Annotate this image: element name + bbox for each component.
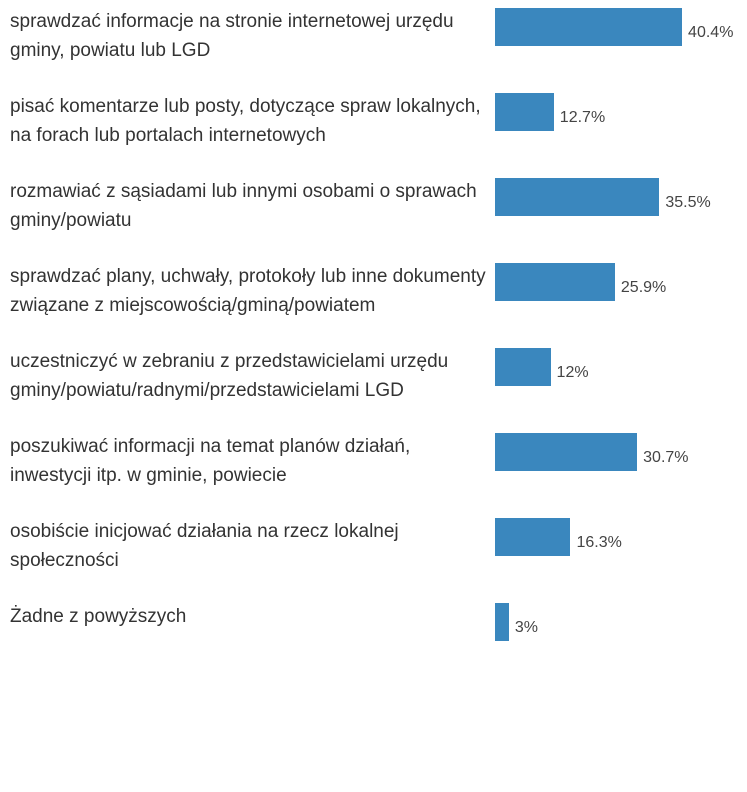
category-label: osobiście inicjować działania na rzecz l… [10,521,399,571]
bar-area: 25.9% [495,262,666,301]
value-label: 40.4% [688,24,734,41]
bar-row: osobiście inicjować działania na rzecz l… [0,517,747,575]
value-label: 30.7% [643,449,689,466]
bar-area: 12.7% [495,92,605,131]
bar-area: 12% [495,347,589,386]
bar-row: sprawdzać informacje na stronie internet… [0,7,747,65]
category-label: sprawdzać informacje na stronie internet… [10,11,454,61]
value-label: 16.3% [576,534,622,551]
bar-row: uczestniczyć w zebraniu z przedstawiciel… [0,347,747,405]
value-label: 12% [556,364,589,381]
bar-area: 30.7% [495,432,689,471]
bar-row: sprawdzać plany, uchwały, protokoły lub … [0,262,747,320]
bar [495,93,554,131]
value-label: 35.5% [665,194,711,211]
bar [495,8,683,46]
bar-area: 3% [495,602,538,641]
category-label: poszukiwać informacji na temat planów dz… [10,436,411,486]
bar [495,263,615,301]
bar [495,603,509,641]
bar-area: 40.4% [495,7,733,46]
category-label: sprawdzać plany, uchwały, protokoły lub … [10,266,486,316]
bar-row: pisać komentarze lub posty, dotyczące sp… [0,92,747,150]
bar-row: rozmawiać z sąsiadami lub innymi osobami… [0,177,747,235]
value-label: 3% [514,619,538,636]
category-label: pisać komentarze lub posty, dotyczące sp… [10,96,481,146]
bar-row: poszukiwać informacji na temat planów dz… [0,432,747,490]
category-label: Żadne z powyższych [10,606,187,627]
bar [495,348,551,386]
category-label: rozmawiać z sąsiadami lub innymi osobami… [10,181,477,231]
bar [495,433,638,471]
value-label: 12.7% [559,109,606,126]
bar-area: 35.5% [495,177,711,216]
bar [495,518,571,556]
category-label: uczestniczyć w zebraniu z przedstawiciel… [10,351,449,401]
bar [495,178,660,216]
value-label: 25.9% [620,279,667,296]
bar-row: Żadne z powyższych 3% [0,602,747,641]
bar-area: 16.3% [495,517,622,556]
